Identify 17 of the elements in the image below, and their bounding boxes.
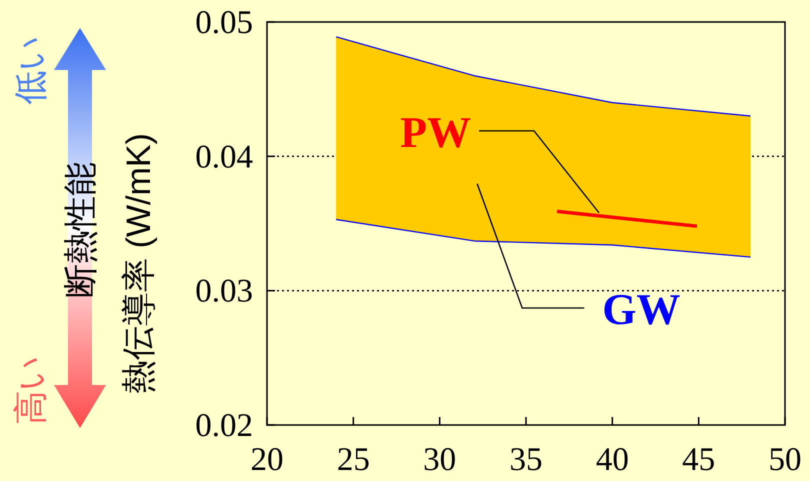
text: PW <box>400 108 472 157</box>
y-tick-label: 0.03 <box>195 274 253 310</box>
x-tick-label: 20 <box>250 442 284 478</box>
text: 低い <box>12 36 50 104</box>
x-tick-label: 50 <box>768 442 802 478</box>
y-tick-label: 0.02 <box>195 408 253 444</box>
x-tick-label: 40 <box>596 442 629 478</box>
x-tick-label: 35 <box>510 442 542 478</box>
text: 断熱性能 <box>62 162 100 298</box>
y-tick-label: 0.04 <box>195 139 253 176</box>
text: 高い <box>12 356 50 424</box>
y-tick-label: 0.05 <box>195 5 253 41</box>
y-axis-title: 熱伝導率 (W/mK) <box>120 133 158 394</box>
x-tick-label: 30 <box>423 442 456 478</box>
x-tick-label: 45 <box>682 442 716 478</box>
text: GW <box>602 285 680 334</box>
x-tick-label: 25 <box>336 442 370 478</box>
